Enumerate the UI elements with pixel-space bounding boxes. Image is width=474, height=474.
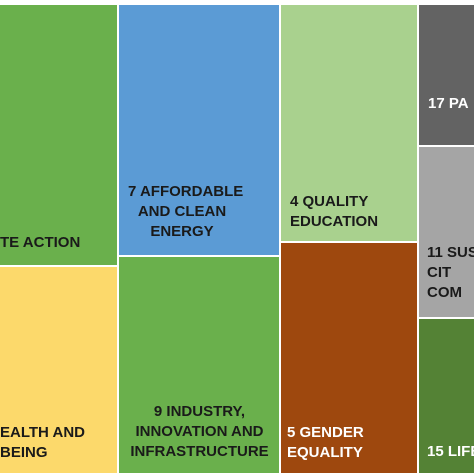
tile-label-cities: 11 SUS CIT COM [427,244,474,301]
tile-climate [0,4,118,266]
tile-label-life: 15 LIFE [427,443,474,460]
tile-education [280,4,418,242]
tile-label-health: EALTH AND BEING [0,424,85,461]
tile-partnerships [418,4,474,146]
tile-label-education: 4 QUALITY EDUCATION [290,193,379,230]
tile-energy [118,4,280,256]
tile-label-climate: TE ACTION [0,234,81,251]
tile-label-energy: 7 AFFORDABLE AND CLEAN ENERGY [128,183,244,240]
tile-label-industry: 9 INDUSTRY, INNOVATION AND INFRASTRUCTUR… [130,403,269,460]
tile-industry [118,256,280,474]
tile-gender [280,242,418,474]
tile-label-partnerships: 17 PA [428,95,469,112]
tile-health [0,266,118,474]
tile-label-gender: 5 GENDER EQUALITY [287,424,364,461]
tile-cities [418,146,474,318]
